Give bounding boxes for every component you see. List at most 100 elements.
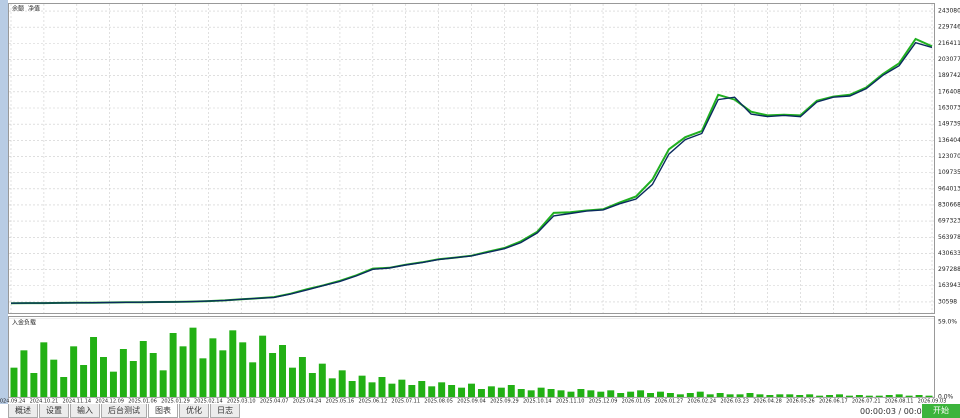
elapsed-time: 00:00:03 / 00:00:03: [860, 407, 940, 416]
x-tick-label: 2025.01.29: [161, 399, 190, 405]
tab[interactable]: 概述: [8, 404, 38, 418]
start-button[interactable]: 开始: [922, 404, 960, 418]
bar: [318, 363, 326, 397]
bar: [179, 346, 187, 397]
bar: [647, 393, 655, 397]
bar: [676, 394, 684, 397]
y-tick-label: 1097358: [938, 169, 960, 176]
tab[interactable]: 图表: [148, 404, 178, 418]
bar: [10, 367, 18, 397]
bar: [428, 386, 436, 397]
y-tick-label: 1497393: [938, 121, 960, 128]
x-tick-label: 2025.06.12: [359, 399, 388, 405]
line-series: [10, 41, 933, 304]
bar: [100, 357, 107, 397]
bar: [40, 342, 48, 397]
bar: [816, 395, 824, 397]
bar: [169, 333, 177, 397]
bar: [249, 362, 257, 397]
bar: [308, 373, 316, 397]
bar: [776, 394, 784, 397]
bar: [786, 394, 794, 397]
bar: [338, 370, 346, 397]
bar: [358, 375, 366, 397]
y-tick-label: 964013: [938, 185, 960, 192]
bar: [766, 395, 774, 397]
y-tick-label: 0.0%: [938, 394, 954, 401]
bar: [686, 393, 694, 397]
bar: [418, 381, 426, 397]
bar: [905, 395, 913, 397]
bar: [189, 327, 197, 397]
bar: [855, 395, 863, 397]
bar: [368, 382, 376, 397]
y-tick-label: 2430808: [938, 8, 960, 15]
bar: [328, 378, 336, 397]
bar: [80, 365, 88, 397]
bar: [716, 393, 724, 397]
bar: [259, 335, 267, 397]
y-tick-label: 1364048: [938, 137, 960, 144]
bar: [885, 395, 893, 397]
x-tick-label: 2025.01.06: [128, 399, 157, 405]
y-tick-label: 697323: [938, 218, 960, 225]
y-tick-label: 59.0%: [938, 319, 957, 326]
bar: [597, 391, 605, 397]
bar: [806, 394, 814, 397]
bar: [875, 395, 883, 397]
bar: [269, 353, 277, 397]
y-tick-label: 163943: [938, 282, 960, 289]
bar: [50, 359, 58, 397]
x-tick-label: 2026.03.23: [720, 399, 749, 405]
x-tick-label: 2025.10.14: [523, 399, 552, 405]
bar: [448, 385, 456, 397]
bar: [209, 338, 217, 397]
y-tick-label: 1764083: [938, 88, 960, 95]
panel-title: 入金负载: [12, 319, 36, 327]
bar: [129, 361, 137, 397]
x-tick-label: 2024.10.21: [30, 399, 59, 405]
bar: [517, 389, 525, 397]
x-tick-label: 2025.11.10: [556, 399, 585, 405]
x-tick-label: 2026.04.28: [753, 399, 782, 405]
tab[interactable]: 日志: [210, 404, 240, 418]
bar: [159, 370, 167, 397]
bar: [388, 383, 396, 397]
bar: [527, 390, 535, 397]
bar: [239, 342, 247, 397]
x-tick-label: 2026.01.05: [622, 399, 651, 405]
y-tick-label: 1897428: [938, 72, 960, 79]
tab[interactable]: 设置: [39, 404, 69, 418]
y-tick-label: 563978: [938, 234, 960, 241]
bar: [70, 346, 78, 397]
x-tick-label: 2025.02.14: [194, 399, 223, 405]
bar: [607, 390, 615, 397]
bar: [836, 394, 843, 397]
bar: [746, 393, 754, 397]
bar: [199, 358, 207, 397]
bar: [139, 341, 147, 397]
bar: [826, 395, 834, 397]
frame-strip: [0, 0, 8, 404]
y-tick-label: 1230703: [938, 153, 960, 160]
bar: [109, 371, 117, 397]
y-tick-label: 1630738: [938, 105, 960, 112]
y-tick-label: 2164118: [938, 40, 960, 47]
bar: [756, 394, 764, 397]
bar: [30, 373, 38, 397]
bar: [438, 382, 446, 397]
bar: [587, 390, 595, 397]
bar: [398, 379, 406, 397]
tab[interactable]: 优化: [179, 404, 209, 418]
bar: [666, 393, 674, 397]
x-tick-label: 2026.06.17: [819, 399, 848, 405]
bar: [537, 387, 545, 397]
bar: [507, 385, 515, 397]
tab[interactable]: 输入: [70, 404, 100, 418]
bar: [706, 394, 714, 397]
bar: [845, 395, 853, 397]
bar: [497, 387, 505, 397]
bar: [408, 385, 416, 397]
tab[interactable]: 后台测试: [101, 404, 147, 418]
x-tick-label: 2026.08.11: [885, 399, 914, 405]
